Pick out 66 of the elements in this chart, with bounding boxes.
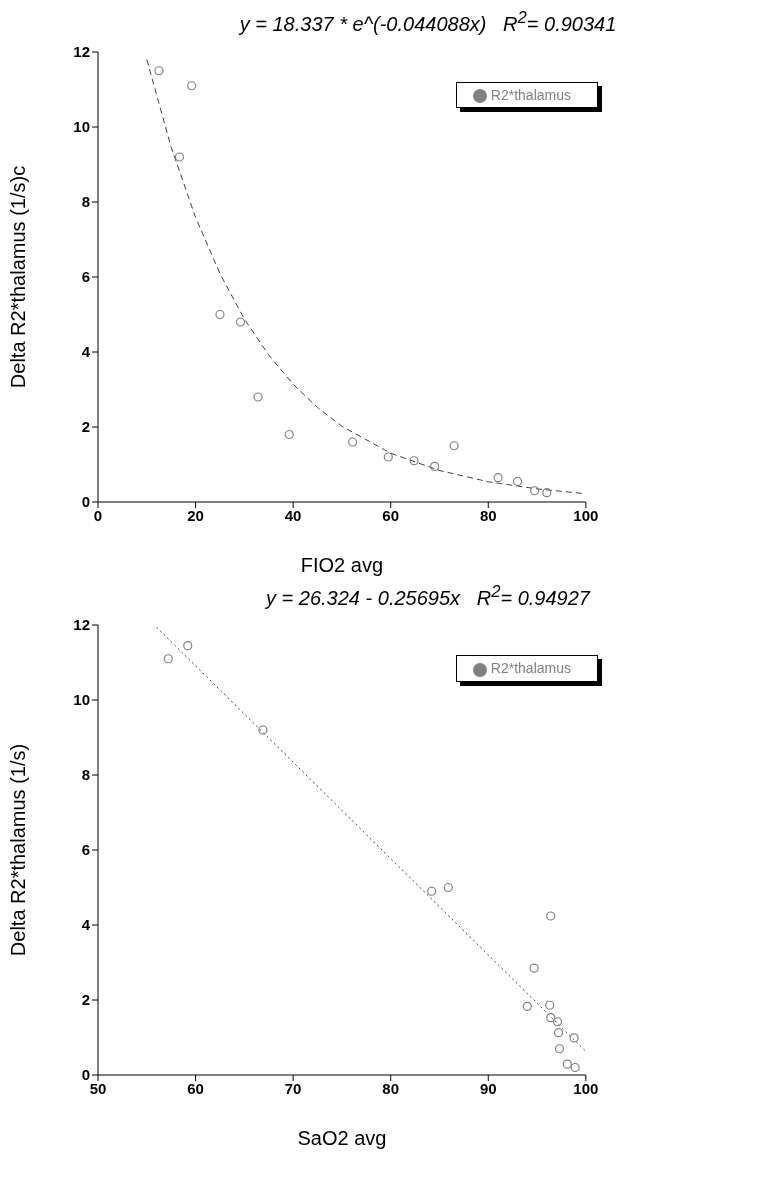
point [163, 654, 173, 664]
x-tick-label: 80 [479, 506, 497, 524]
y-tick-label: 12 [73, 616, 90, 634]
y-tick-label: 10 [73, 691, 90, 709]
x-tick-label: 100 [573, 1079, 599, 1097]
point [174, 152, 185, 162]
y-tick-label: 6 [81, 841, 90, 859]
y-tick-label: 4 [81, 916, 91, 934]
point [430, 461, 440, 471]
point [554, 1044, 565, 1054]
x-tick-label: 60 [187, 1079, 204, 1097]
point [235, 317, 246, 327]
point [569, 1033, 579, 1043]
point [545, 1000, 555, 1011]
y-tick-label: 10 [73, 117, 90, 135]
point [542, 487, 552, 497]
y-tick-label: 8 [81, 766, 90, 784]
x-tick-label: 100 [573, 506, 599, 524]
point [552, 1017, 563, 1027]
point [443, 883, 453, 893]
point [449, 440, 459, 451]
point [154, 65, 164, 76]
point [553, 1028, 564, 1038]
point [546, 911, 556, 921]
point [562, 1059, 572, 1070]
point [427, 886, 437, 897]
y-tick-label: 0 [81, 492, 90, 510]
point [183, 641, 193, 651]
y-tick-label: 4 [81, 342, 91, 360]
y-tick-label: 2 [81, 417, 90, 435]
point [570, 1063, 580, 1073]
point [512, 476, 523, 486]
y-tick-label: 6 [81, 267, 90, 285]
x-axis-title: SaO2 avg [297, 1127, 387, 1150]
x-tick-label: 0 [93, 506, 103, 524]
point [348, 437, 358, 447]
x-tick-label: 40 [284, 506, 302, 524]
y-axis-title: Delta R2*thalamus (1/s) [7, 744, 30, 957]
point [493, 472, 503, 482]
point [529, 963, 539, 974]
y-tick-label: 2 [81, 991, 90, 1009]
x-axis-title: FIO2 avg [300, 553, 384, 576]
y-axis-title: Delta R2*thalamus (1/s)c [7, 165, 30, 388]
point [383, 452, 393, 462]
y-tick-label: 12 [73, 42, 90, 60]
point [258, 725, 268, 735]
point [530, 485, 540, 496]
x-tick-label: 80 [382, 1079, 400, 1097]
x-tick-label: 20 [187, 506, 204, 524]
legend-label: R2*thalamus [490, 86, 571, 103]
point [215, 309, 225, 319]
point [187, 80, 197, 91]
point [522, 1002, 532, 1012]
x-tick-label: 60 [382, 506, 400, 524]
y-tick-label: 8 [81, 192, 90, 210]
x-tick-label: 90 [479, 1079, 497, 1097]
y-tick-label: 0 [81, 1066, 90, 1084]
point [409, 455, 419, 466]
legend-label: R2*thalamus [490, 660, 571, 677]
chart-title: y = 18.337 * e^(-0.044088x) R$^{2}$= 0.90341 [237, 8, 618, 36]
x-tick-label: 70 [284, 1079, 302, 1097]
point [284, 429, 294, 439]
chart-title: y = 26.324 - 0.25695x R$^{2}$= 0.94927 [264, 581, 592, 610]
x-tick-label: 50 [89, 1079, 107, 1097]
point [546, 1013, 556, 1023]
point [253, 392, 263, 402]
